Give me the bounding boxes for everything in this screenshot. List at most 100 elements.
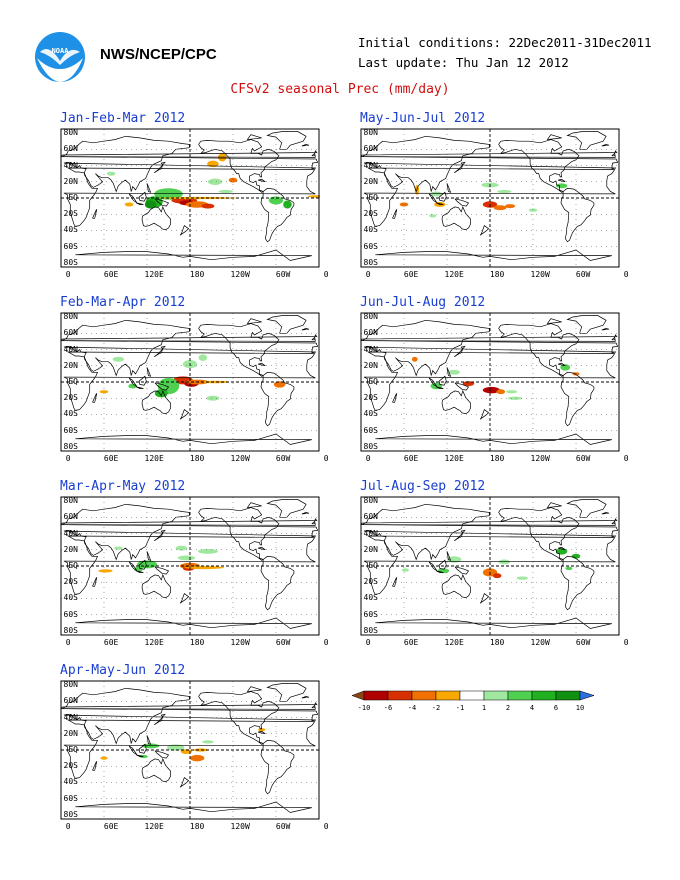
lat-label: 20S [363,209,378,219]
lat-label: 40N [363,528,378,538]
lat-label: 20S [63,393,78,403]
lat-label: 80N [63,496,78,506]
coastline [75,433,312,445]
lon-label: 0 [365,638,371,647]
coastline [446,183,452,193]
anomaly-region [99,390,109,394]
colorbar-segment [483,690,509,701]
lat-label: EQ [368,193,378,202]
lat-label: 60S [363,425,378,435]
coastline [247,318,262,324]
panel-title-6: Jul-Aug-Sep 2012 [360,479,486,494]
lon-label: 60W [575,454,591,463]
coastline [198,323,280,377]
lon-label: 60W [575,638,591,647]
anomaly-region [496,389,506,395]
coastline [136,570,144,573]
coastline [454,566,470,575]
lat-label: 80S [363,441,378,451]
lon-label: 60E [103,638,119,647]
colorbar-label: 6 [554,704,558,712]
colorbar-segment [507,690,533,701]
coastline [363,535,616,595]
lon-label: 120E [444,270,464,279]
coastline [153,161,166,174]
lon-label: 0 [65,638,71,647]
coastline [547,502,562,508]
coastline [479,409,490,420]
lon-label: 120E [144,270,164,279]
lat-label: 20S [63,209,78,219]
lat-label: 20N [63,544,78,554]
coastline [479,593,490,604]
lon-label: 0 [365,454,371,463]
coastline [75,249,312,261]
lat-label: 60N [363,144,378,154]
coastline [375,617,612,629]
coastline [566,499,607,518]
coastline [601,328,610,331]
lat-label: 20S [363,393,378,403]
lat-label: 40S [363,225,378,235]
coastline [138,375,147,386]
lat-label: 60S [63,425,78,435]
colorbar-label: -6 [384,704,392,712]
coastline [92,209,98,219]
anomaly-region [193,748,208,752]
coastline [558,546,566,551]
coastline [138,743,147,754]
anomaly-region [206,395,220,401]
coastline [547,318,562,324]
lat-label: 20S [63,577,78,587]
lon-label: 60W [275,822,291,831]
coastline [141,757,171,783]
coastline [375,433,612,445]
lon-label: 120E [444,638,464,647]
lon-label: 60E [403,454,419,463]
anomaly-region [100,756,108,760]
lat-label: EQ [68,561,78,570]
map-frame [360,312,620,452]
coastline [601,512,610,515]
lon-label: 60E [103,454,119,463]
lat-label: 40S [363,409,378,419]
anomaly-region [401,568,410,572]
lon-label: 180 [189,638,205,647]
anomaly-region [528,208,538,212]
coastline [566,131,607,150]
last-update: Last update: Thu Jan 12 2012 [358,55,569,70]
lat-label: 60N [363,328,378,338]
coastline [498,323,580,377]
coastline [441,389,471,415]
lat-label: 60N [63,696,78,706]
coastline [560,187,595,243]
anomaly-region [430,191,442,197]
lat-label: 60N [63,512,78,522]
lat-label: 60N [63,328,78,338]
lon-label: 60W [275,638,291,647]
anomaly-region [218,189,233,194]
lat-label: 20N [363,176,378,186]
anomaly-region [114,546,123,550]
coastline [258,546,266,551]
coastline [453,161,466,174]
coastline [154,382,170,391]
coastline [611,152,616,157]
colorbar-label: 10 [576,704,584,712]
anomaly-region [124,202,134,207]
coastline [375,249,612,261]
anomaly-region [307,195,320,198]
map-frame [60,128,320,268]
colorbar-segment [459,690,485,701]
coastline [560,371,595,427]
coastline [247,502,262,508]
colorbar-label: 4 [530,704,534,712]
lon-label: 60E [103,270,119,279]
coastline [498,139,580,193]
lat-label: 80N [63,312,78,322]
coastline [153,713,166,726]
colorbar-arrow-high [579,690,595,701]
coastline [154,750,170,759]
coastline [363,167,616,227]
coastline [453,345,466,358]
